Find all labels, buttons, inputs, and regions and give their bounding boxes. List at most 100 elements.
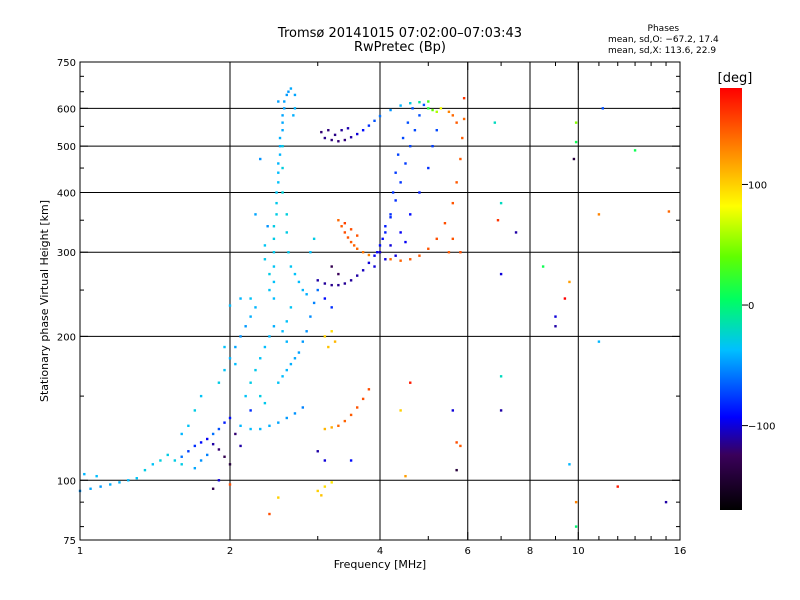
- data-point: [343, 282, 347, 285]
- data-point: [346, 236, 350, 239]
- data-point: [228, 304, 232, 307]
- data-point: [205, 437, 209, 441]
- data-point: [333, 133, 337, 137]
- y-tick-label: 75: [63, 536, 76, 547]
- data-point: [409, 213, 412, 216]
- data-point: [281, 166, 284, 170]
- data-point: [277, 162, 280, 165]
- y-axis-label: Stationary phase Virtual Height [km]: [38, 200, 51, 402]
- colorbar-tick-label: 100: [748, 180, 767, 191]
- data-point: [272, 237, 276, 241]
- data-point: [373, 265, 376, 268]
- data-point: [259, 427, 262, 431]
- data-point: [427, 247, 430, 250]
- data-point: [309, 315, 312, 318]
- data-point: [281, 121, 284, 124]
- data-point: [285, 416, 288, 420]
- data-point: [211, 442, 215, 446]
- x-tick-label: 10: [572, 546, 585, 557]
- data-point: [99, 485, 102, 488]
- data-point: [373, 254, 376, 257]
- data-point: [601, 107, 605, 110]
- data-point: [435, 110, 438, 114]
- data-point: [254, 368, 257, 372]
- data-point: [244, 325, 247, 328]
- data-point: [499, 409, 503, 412]
- data-point: [355, 234, 359, 237]
- data-point: [217, 448, 221, 451]
- data-point: [422, 103, 426, 107]
- data-point: [285, 368, 288, 372]
- data-point: [396, 153, 400, 156]
- data-point: [254, 306, 257, 309]
- data-point: [667, 210, 671, 213]
- data-point: [277, 496, 280, 499]
- data-point: [293, 357, 297, 360]
- data-point: [337, 272, 340, 276]
- data-point: [289, 87, 293, 90]
- data-point: [323, 459, 327, 462]
- data-point: [127, 479, 130, 482]
- data-point: [337, 424, 340, 428]
- data-point: [399, 259, 402, 262]
- data-point: [278, 144, 282, 148]
- data-point: [401, 136, 405, 140]
- data-point: [447, 110, 451, 114]
- data-point: [330, 426, 333, 429]
- data-point: [451, 201, 455, 205]
- data-point: [343, 138, 347, 142]
- data-point: [268, 272, 271, 276]
- data-point: [281, 330, 284, 333]
- data-point: [285, 213, 288, 216]
- data-point: [568, 280, 571, 284]
- data-point: [616, 485, 619, 488]
- data-point: [316, 489, 319, 493]
- data-point: [277, 421, 280, 424]
- data-point: [95, 474, 98, 478]
- data-point: [217, 479, 221, 482]
- data-point: [514, 231, 518, 234]
- data-point: [455, 468, 458, 472]
- data-point: [349, 240, 353, 244]
- data-point: [455, 181, 458, 184]
- data-point: [277, 100, 280, 103]
- data-point: [404, 474, 407, 478]
- data-point: [413, 128, 417, 132]
- data-point: [563, 297, 567, 300]
- data-point: [199, 394, 203, 398]
- data-point: [205, 453, 209, 457]
- data-point: [275, 213, 278, 216]
- data-point: [418, 191, 421, 194]
- data-point: [301, 406, 305, 409]
- data-point: [349, 279, 353, 282]
- data-point: [316, 279, 319, 282]
- colorbar-ticks: 100 0 −100: [742, 180, 775, 433]
- data-point: [234, 362, 237, 366]
- data-point: [435, 237, 438, 241]
- data-point: [404, 240, 407, 244]
- data-point: [355, 274, 359, 277]
- data-point: [259, 357, 262, 360]
- data-point: [259, 157, 262, 161]
- data-point: [323, 297, 327, 300]
- data-point: [159, 459, 162, 462]
- y-tick-label: 300: [57, 248, 76, 259]
- data-point: [289, 362, 293, 366]
- data-point: [281, 191, 284, 194]
- data-point: [361, 397, 365, 401]
- data-point: [187, 424, 190, 428]
- data-point: [211, 432, 215, 436]
- data-point: [254, 213, 257, 216]
- data-point: [301, 340, 305, 343]
- data-point: [394, 171, 397, 174]
- data-point: [574, 500, 578, 504]
- data-point: [451, 114, 455, 117]
- colorbar-tick-label: −100: [748, 422, 775, 433]
- data-point: [399, 104, 402, 107]
- data-point: [373, 119, 376, 123]
- data-point: [346, 127, 350, 130]
- data-point: [118, 481, 121, 484]
- data-point: [287, 251, 290, 254]
- data-point: [272, 225, 276, 228]
- data-point: [597, 213, 601, 216]
